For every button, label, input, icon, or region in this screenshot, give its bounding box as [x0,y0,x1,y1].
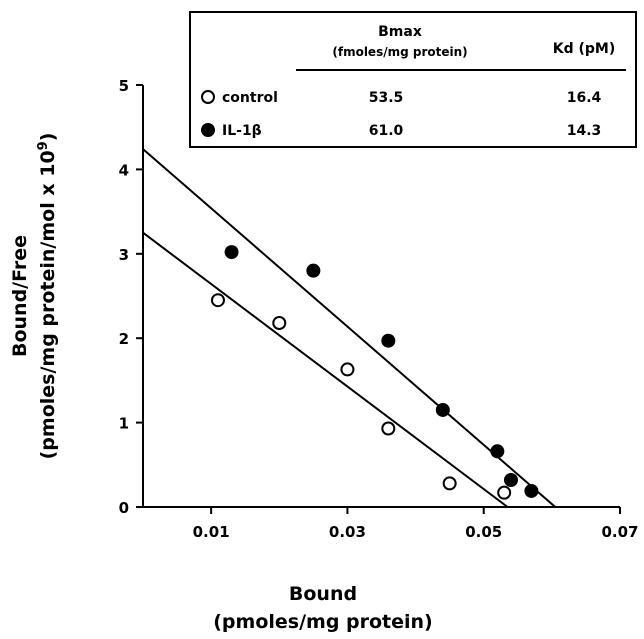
data-point-il1b [503,472,518,487]
x-tick-label: 0.07 [601,523,638,541]
fit-line-control [142,231,509,508]
y-tick-label: 1 [119,415,129,433]
data-point-control [340,362,355,377]
legend-open-circle-marker [201,90,215,104]
y-axis-units-main: (pmoles/mg protein/mol x 10 [37,150,59,459]
legend-row-label-control: control [222,90,278,106]
data-point-control [272,316,287,331]
legend-row-kd-il1b: 14.3 [567,123,602,139]
data-point-il1b [524,483,539,498]
legend-row-bmax-il1b: 61.0 [369,123,404,139]
y-tick-label: 2 [119,330,129,348]
data-point-il1b [306,263,321,278]
x-tick-label: 0.03 [329,523,366,541]
data-point-il1b [490,444,505,459]
data-point-il1b [381,333,396,348]
x-tick-label: 0.01 [193,523,230,541]
fit-line-il1b [142,148,556,508]
legend-filled-circle-marker [201,123,215,137]
legend-table: Bmax (fmoles/mg protein) Kd (pM) control… [189,11,637,148]
legend-row-bmax-control: 53.5 [369,90,404,106]
y-tick-label: 4 [119,161,129,179]
x-tick-label: 0.05 [465,523,502,541]
y-tick-label: 5 [119,77,129,95]
y-tick-label: 0 [119,499,129,517]
data-point-il1b [224,245,239,260]
legend-table-border [189,11,637,148]
data-point-control [442,476,457,491]
x-axis-units: (pmoles/mg protein) [213,611,433,633]
legend-row-label-il1b: IL-1β [222,123,262,139]
x-axis-title: Bound [289,583,357,605]
legend-header-bmax-units: (fmoles/mg protein) [332,45,467,59]
data-point-il1b [435,402,450,417]
legend-row-kd-control: 16.4 [567,90,602,106]
y-axis-units-close: ) [37,133,59,142]
data-point-control [381,421,396,436]
legend-header-bmax: Bmax [378,24,422,40]
tick-layer: 0.01 0.03 0.05 0.07 0 1 2 3 4 5 [119,77,639,541]
legend-header-kd: Kd (pM) [553,41,616,57]
data-point-control [210,293,225,308]
y-axis-title: Bound/Free [9,235,31,357]
plot-layer [142,148,556,508]
data-point-control [497,485,512,500]
y-axis-units: (pmoles/mg protein/mol x 109) [36,133,59,460]
y-axis-units-exponent: 9 [36,141,51,150]
y-tick-label: 3 [119,246,129,264]
